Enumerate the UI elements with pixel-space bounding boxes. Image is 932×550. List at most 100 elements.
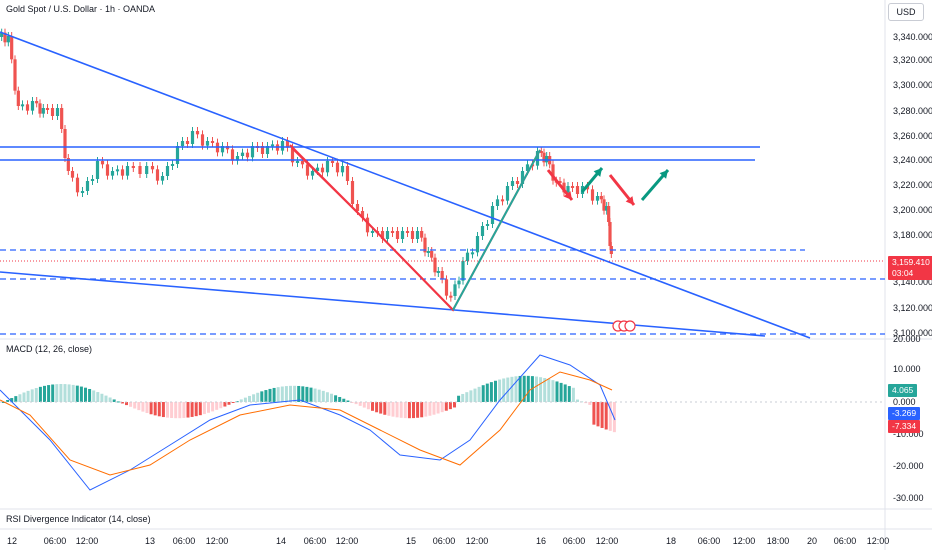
candle-body: [525, 164, 530, 171]
candle-body: [539, 151, 543, 153]
time-axis-label: 12:00: [75, 536, 99, 546]
macd-histogram-bar: [71, 384, 75, 402]
price-axis-label: 3,220.000: [893, 180, 932, 190]
candle-body: [295, 161, 300, 163]
macd-histogram-bar: [330, 393, 333, 402]
candle-body: [385, 231, 390, 239]
candle-body: [465, 252, 470, 261]
candle-body: [165, 166, 170, 176]
candle-body: [6, 36, 10, 43]
candle-body: [150, 166, 155, 170]
candle-body: [436, 271, 440, 273]
candle-body: [235, 156, 240, 161]
price-axis-label: 3,260.000: [893, 131, 932, 141]
macd-histogram-bar: [239, 399, 243, 402]
currency-button[interactable]: USD: [888, 3, 924, 21]
current-price-tag: 3,159.410 03:04: [888, 256, 932, 280]
macd-histogram-bar: [416, 402, 420, 418]
candle-body: [155, 169, 160, 181]
macd-histogram-bar: [157, 402, 161, 417]
macd-histogram-bar: [161, 402, 165, 418]
macd-histogram-bar: [194, 402, 198, 417]
rsi-title[interactable]: RSI Divergence Indicator (14, close): [6, 514, 151, 524]
macd-histogram-bar: [375, 402, 379, 413]
v-pattern-line: [291, 147, 454, 311]
macd-axis-label: 20.000: [893, 334, 921, 344]
macd-histogram-bar: [420, 402, 424, 418]
macd-histogram-bar: [465, 392, 469, 402]
candle-body: [370, 231, 375, 233]
macd-histogram-bar: [202, 402, 206, 415]
macd-title[interactable]: MACD (12, 26, close): [6, 344, 93, 354]
candle-body: [410, 231, 415, 239]
candle-body: [551, 164, 555, 181]
macd-histogram-bar: [178, 402, 182, 419]
macd-histogram-bar: [280, 386, 284, 402]
macd-histogram-bar: [75, 385, 79, 402]
candle-body: [131, 166, 135, 168]
candle-body: [360, 211, 365, 218]
candle-body: [607, 206, 611, 222]
macd-histogram-bar: [407, 402, 411, 419]
macd-axis-label: -30.000: [893, 493, 924, 503]
candle-body: [453, 284, 457, 296]
macd-histogram-bar: [153, 402, 157, 416]
symbol-title[interactable]: Gold Spot / U.S. Dollar · 1h · OANDA: [6, 4, 156, 14]
time-axis-label: 13: [144, 536, 156, 546]
macd-histogram-bar: [592, 402, 596, 425]
macd-histogram-bar: [67, 384, 71, 402]
macd-histogram-bar: [321, 390, 325, 402]
down-arrow-head: [625, 196, 634, 205]
macd-histogram-bar: [477, 386, 481, 402]
macd-histogram-bar: [125, 402, 128, 406]
candle-body: [590, 189, 595, 201]
price-axis-label: 3,200.000: [893, 205, 932, 215]
candle-body: [330, 161, 335, 163]
price-axis-label: 3,120.000: [893, 303, 932, 313]
macd-histogram-bar: [30, 389, 34, 402]
macd-histogram-bar: [18, 394, 22, 402]
macd-histogram-bar: [116, 401, 120, 403]
macd-histogram-bar: [576, 399, 579, 402]
macd-histogram-bar: [539, 377, 543, 402]
macd-histogram-bar: [567, 386, 571, 402]
candle-body: [395, 231, 400, 239]
macd-histogram-bar: [522, 375, 526, 402]
time-axis-label: 06:00: [172, 536, 196, 546]
macd-histogram-bar: [424, 402, 428, 417]
candle-body: [50, 108, 55, 116]
candle-body: [100, 161, 105, 165]
candle-body: [125, 166, 130, 176]
candle-body: [3, 32, 7, 43]
price-axis-label: 3,340.000: [893, 32, 932, 42]
candle-body: [200, 134, 205, 146]
time-axis-label: 12:00: [335, 536, 359, 546]
candle-body: [10, 36, 14, 60]
macd-histogram-bar: [211, 402, 215, 412]
macd-histogram-bar: [43, 385, 46, 402]
macd-histogram-bar: [506, 377, 510, 402]
candle-body: [30, 101, 35, 111]
macd-axis-label: 10.000: [893, 364, 921, 374]
time-axis-label: 12:00: [595, 536, 619, 546]
candle-body: [145, 166, 149, 174]
candle-body: [160, 176, 165, 181]
macd-histogram-bar: [174, 402, 178, 419]
candle-body: [138, 166, 142, 174]
macd-histogram-bar: [305, 386, 309, 402]
macd-histogram-bar: [170, 402, 174, 419]
macd-histogram-bar: [358, 402, 362, 406]
candle-body: [595, 196, 600, 201]
macd-histogram-bar: [403, 402, 407, 419]
macd-histogram-bar: [51, 384, 55, 402]
macd-histogram-bar: [469, 390, 473, 402]
macd-histogram-bar: [371, 402, 374, 411]
macd-histogram-bar: [481, 385, 485, 402]
macd-histogram-bar: [276, 387, 280, 402]
candle-body: [350, 181, 355, 204]
candle-body: [220, 146, 225, 153]
lower-trendline: [0, 271, 766, 337]
candle-body: [365, 217, 370, 233]
